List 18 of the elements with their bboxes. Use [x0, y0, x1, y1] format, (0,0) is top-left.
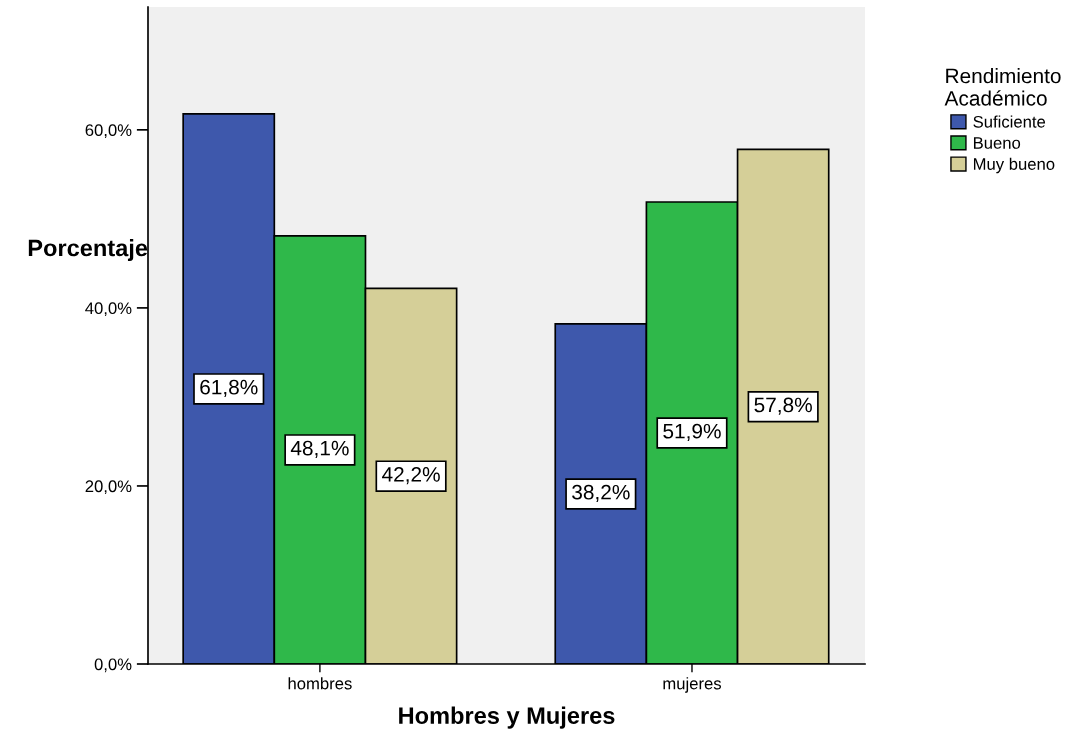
- data-label: 38,2%: [572, 484, 630, 503]
- x-tick-label: hombres: [288, 677, 352, 690]
- x-tick-label: mujeres: [663, 677, 722, 693]
- data-label: 51,9%: [663, 423, 721, 442]
- legend-label: Suficiente: [973, 115, 1046, 128]
- y-tick-label: 0,0%: [94, 658, 132, 673]
- data-label: 61,8%: [200, 379, 258, 397]
- data-label: 57,8%: [754, 397, 812, 415]
- legend-title: Rendimiento Académico: [944, 67, 1061, 106]
- x-axis-title: Hombres y Mujeres: [399, 706, 615, 729]
- legend-label: Bueno: [973, 137, 1021, 149]
- legend-label: Muy bueno: [973, 157, 1055, 174]
- y-tick-label: 60,0%: [85, 124, 132, 139]
- data-label: 42,2%: [382, 467, 440, 485]
- y-axis-title: Porcentaje: [28, 238, 148, 261]
- y-tick-label: 40,0%: [85, 302, 132, 317]
- y-tick-label: 20,0%: [85, 480, 132, 495]
- data-label: 48,1%: [290, 440, 349, 458]
